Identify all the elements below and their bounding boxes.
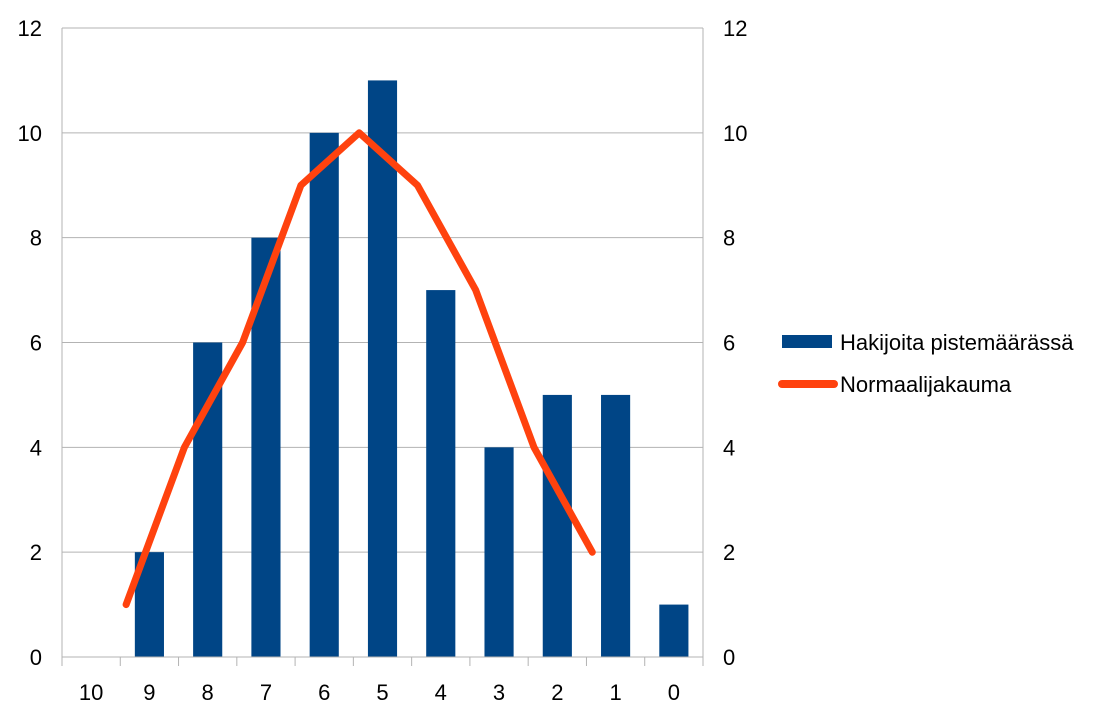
y-tick-label-left: 8	[30, 226, 42, 251]
y-tick-label-right: 4	[723, 435, 735, 460]
legend: Hakijoita pistemäärässä Normaalijakauma	[778, 330, 1074, 397]
x-tick-label: 5	[376, 680, 388, 705]
legend-swatch-bars	[782, 335, 832, 348]
x-tick-label: 2	[551, 680, 563, 705]
x-tick-label: 4	[435, 680, 447, 705]
y-tick-label-left: 6	[30, 331, 42, 356]
bar	[601, 394, 631, 657]
x-tick-label: 0	[668, 680, 680, 705]
x-tick-label: 8	[202, 680, 214, 705]
normal-distribution-line	[122, 129, 596, 609]
bar	[367, 80, 398, 657]
bar	[542, 394, 572, 657]
y-tick-label-right: 10	[723, 121, 747, 146]
x-tick-label: 10	[79, 680, 103, 705]
bar-series	[134, 80, 689, 658]
y-tick-label-right: 2	[723, 540, 735, 565]
bar	[426, 290, 456, 657]
bar	[659, 604, 689, 657]
y-tick-label-left: 12	[18, 16, 42, 41]
legend-label-line: Normaalijakauma	[840, 372, 1012, 397]
y-tick-label-left: 2	[30, 540, 42, 565]
y-tick-label-right: 12	[723, 16, 747, 41]
line-series	[122, 129, 596, 609]
y-tick-label-right: 8	[723, 226, 735, 251]
x-tick-label: 7	[260, 680, 272, 705]
y-tick-label-left: 10	[18, 121, 42, 146]
x-tick-label: 6	[318, 680, 330, 705]
y-tick-label-left: 4	[30, 435, 42, 460]
y-tick-label-right: 0	[723, 645, 735, 670]
y-tick-label-right: 6	[723, 331, 735, 356]
x-tick-label: 3	[493, 680, 505, 705]
y-tick-label-left: 0	[30, 645, 42, 670]
x-tick-label: 9	[143, 680, 155, 705]
legend-label-bars: Hakijoita pistemäärässä	[840, 330, 1074, 355]
bar	[309, 132, 339, 658]
bar	[484, 447, 514, 657]
x-tick-label: 1	[609, 680, 621, 705]
